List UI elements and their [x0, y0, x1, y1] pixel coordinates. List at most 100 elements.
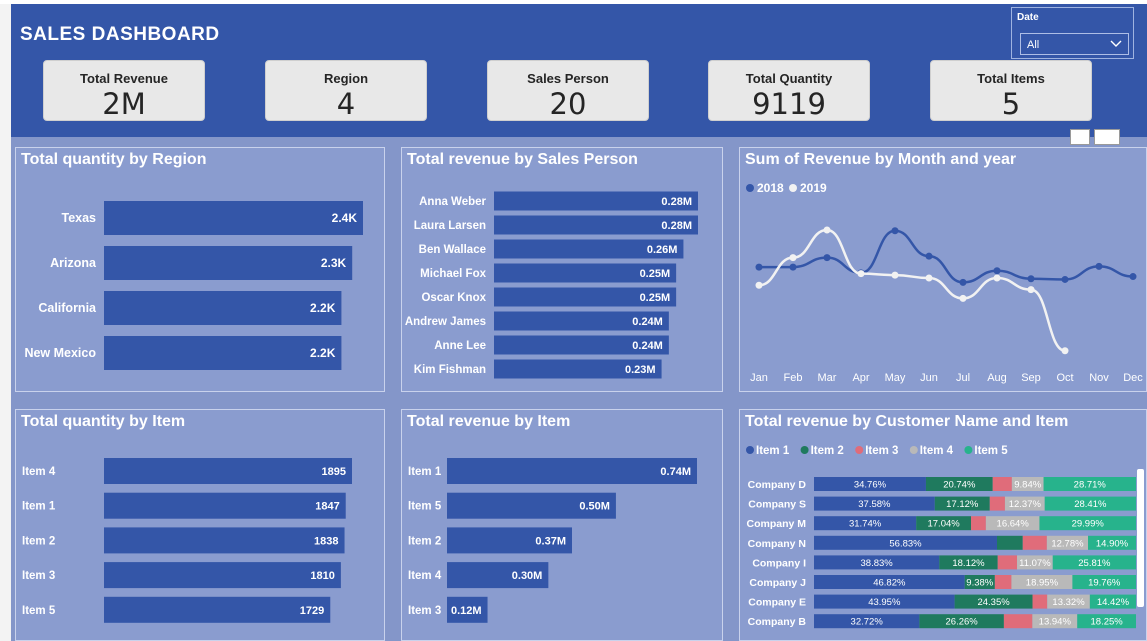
bar: [494, 359, 662, 379]
legend-marker: [800, 446, 809, 454]
data-label: 0.23M: [625, 364, 656, 376]
panel-title: Total revenue by Item: [407, 413, 571, 430]
category-label: Item 2: [22, 535, 55, 547]
segment-label: 20.74%: [943, 480, 976, 491]
bar-segment: [919, 614, 1004, 629]
data-label: 2.2K: [310, 346, 336, 360]
data-label: 0.28M: [661, 196, 692, 208]
bar-segment: [939, 555, 998, 570]
bar-segment: [1003, 614, 1033, 629]
focus-mode-icon[interactable]: [1094, 129, 1120, 145]
x-tick-label: Feb: [784, 372, 803, 384]
panel-rev-customer: Total revenue by Customer Name and Item …: [739, 409, 1147, 641]
x-tick-label: May: [885, 372, 906, 384]
scrollbar[interactable]: [1137, 469, 1144, 607]
kpi-card-total-revenue: Total Revenue 2M: [43, 60, 205, 121]
bar-segment: [1032, 614, 1078, 629]
segment-label: 9.84%: [1014, 480, 1041, 491]
bar: [104, 458, 352, 484]
bar-segment: [1047, 594, 1090, 609]
category-label: Ben Wallace: [419, 244, 486, 256]
segment-label: 18.95%: [1026, 578, 1059, 589]
bar-segment: [996, 535, 1023, 550]
category-label: California: [38, 301, 97, 315]
legend-marker: [909, 446, 918, 454]
data-point: [993, 267, 1001, 275]
category-label: Item 4: [408, 570, 442, 582]
bar: [494, 215, 698, 235]
segment-label: 12.78%: [1051, 538, 1084, 549]
bar: [447, 492, 616, 519]
data-point: [891, 227, 899, 235]
bar-segment: [964, 575, 995, 589]
data-label: 1729: [300, 605, 324, 617]
kpi-label: Total Items: [977, 71, 1045, 86]
data-point: [993, 274, 1001, 282]
category-label: Item 5: [22, 605, 56, 617]
data-point: [925, 274, 933, 282]
date-slicer[interactable]: Date All: [1011, 7, 1134, 59]
panel-rev-item: Total revenue by Item Item 1 0.74M Item 5 0…: [401, 409, 723, 641]
data-label: 0.12M: [451, 605, 482, 617]
bar: [494, 191, 698, 211]
panel-title: Sum of Revenue by Month and year: [745, 151, 1017, 168]
segment-label: 28.41%: [1074, 499, 1107, 510]
bar-segment: [1011, 477, 1044, 491]
data-label: 2.2K: [310, 301, 336, 315]
segment-label: 19.76%: [1088, 578, 1121, 589]
panel-rev-month: Sum of Revenue by Month and year 2018 201…: [739, 147, 1147, 392]
kpi-label: Total Quantity: [745, 71, 833, 86]
category-label: Company S: [748, 499, 806, 511]
data-label: 0.25M: [640, 268, 671, 280]
data-point: [789, 254, 797, 262]
chart-rev-item: Item 1 0.74M Item 5 0.50M Item 2 0.37M Item 4 0…: [408, 458, 697, 623]
legend-marker: [746, 184, 754, 192]
segment-label: 13.94%: [1039, 617, 1072, 628]
bar: [447, 527, 572, 554]
panel-qty-item: Total quantity by Item Item 4 1895 Item 1 1…: [15, 409, 385, 641]
bar: [104, 492, 346, 519]
kpi-label: Total Revenue: [80, 71, 168, 86]
bar-segment: [994, 575, 1012, 589]
data-point: [1061, 347, 1069, 355]
segment-label: 32.72%: [851, 617, 884, 628]
bar-segment: [1032, 594, 1048, 609]
segment-label: 43.95%: [868, 597, 901, 608]
x-tick-label: Nov: [1089, 372, 1109, 384]
category-label: Oscar Knox: [421, 292, 486, 304]
data-point: [1095, 262, 1103, 270]
x-tick-label: Jan: [750, 372, 768, 384]
bar: [447, 458, 697, 484]
data-label: 2.4K: [332, 211, 358, 225]
bar-segment: [985, 516, 1040, 531]
bar-segment: [916, 516, 972, 531]
panel-title: Total revenue by Customer Name and Item: [745, 413, 1069, 430]
segment-label: 17.04%: [927, 519, 960, 530]
category-label: Anne Lee: [434, 340, 486, 352]
category-label: Item 1: [22, 501, 56, 513]
bar: [104, 291, 342, 325]
category-label: Item 3: [22, 570, 55, 582]
x-tick-label: Mar: [818, 372, 837, 384]
series-line-2019: [758, 228, 1066, 352]
kpi-value: 4: [336, 87, 356, 121]
data-label: 0.25M: [640, 292, 671, 304]
date-dropdown[interactable]: All: [1020, 33, 1129, 55]
panel-rev-salesperson: Total revenue by Sales Person Anna Weber…: [401, 147, 723, 392]
category-label: Company D: [748, 479, 807, 491]
chart-rev-month: 2018 2019 Jan Feb Mar Apr May Jun Jul Aug Sep Oct No…: [746, 181, 1143, 384]
data-label: 0.50M: [579, 501, 610, 513]
bar: [104, 596, 331, 623]
bar-segment: [1052, 555, 1136, 570]
chart-rev-salesperson: Anna Weber 0.28M Laura Larsen 0.28M Ben Wall…: [405, 191, 698, 379]
data-point: [789, 263, 797, 271]
bar-segment: [992, 477, 1012, 491]
data-point: [925, 252, 933, 260]
segment-label: 26.26%: [946, 617, 979, 628]
filter-icon[interactable]: [1070, 129, 1090, 145]
kpi-value: 9119: [752, 87, 826, 121]
data-point: [755, 281, 763, 289]
panel-title: Total revenue by Sales Person: [407, 151, 638, 168]
category-label: Arizona: [50, 256, 97, 270]
legend-label: Item 5: [974, 445, 1008, 457]
